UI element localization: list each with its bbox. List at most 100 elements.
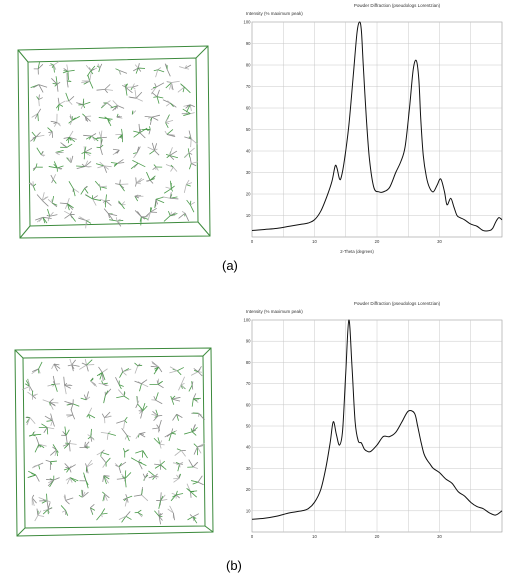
molecule-cluster — [135, 432, 146, 440]
molecule-cluster — [65, 477, 79, 485]
x-tick-label: 0 — [251, 534, 254, 539]
molecule-cluster — [31, 494, 37, 506]
molecule-cluster — [165, 114, 174, 129]
molecule-cluster — [164, 129, 176, 138]
chart-title: Powder Diffraction (pseudologs Lorentzia… — [354, 3, 441, 8]
molecule-cluster — [116, 470, 132, 488]
molecule-cluster — [66, 155, 74, 164]
molecule-cluster — [63, 376, 73, 395]
molecule-cluster — [154, 459, 167, 470]
molecule-cluster — [85, 459, 93, 474]
y-tick-label: 60 — [246, 402, 251, 407]
y-tick-label: 40 — [246, 149, 251, 154]
molecule-cluster — [83, 133, 99, 142]
molecule-cluster — [181, 108, 195, 116]
molecule-cluster — [66, 72, 72, 88]
molecule-cluster — [80, 391, 91, 401]
molecule-cluster — [25, 416, 36, 426]
molecule-cluster — [191, 412, 205, 421]
molecule-cluster — [151, 392, 163, 405]
molecule-cluster — [96, 449, 110, 457]
molecule-cluster — [95, 130, 107, 145]
molecule-cluster — [188, 381, 194, 392]
molecule-cluster — [118, 511, 132, 523]
molecule-cluster — [170, 395, 181, 405]
figure-b: Powder Diffraction (pseudologs Lorentzia… — [0, 290, 519, 580]
y-tick-label: 60 — [246, 106, 251, 111]
molecule-cluster — [89, 504, 96, 515]
molecule-cluster — [162, 99, 177, 108]
molecule-cluster — [27, 470, 40, 482]
y-tick-label: 30 — [246, 170, 251, 175]
molecule-cluster — [48, 161, 64, 172]
molecule-cluster — [95, 161, 112, 173]
molecule-cluster — [183, 179, 193, 193]
molecule-cluster — [50, 174, 57, 184]
x-tick-label: 20 — [375, 534, 380, 539]
molecule-cluster — [183, 104, 195, 113]
molecule-cluster — [96, 508, 108, 521]
molecule-cluster — [135, 177, 145, 187]
molecule-cluster — [64, 210, 76, 222]
molecule-cluster — [51, 363, 61, 372]
molecule-cluster — [80, 185, 89, 195]
molecule-cluster — [165, 164, 178, 172]
molecules-b — [21, 358, 205, 525]
y-axis-label: Intensity (% maximum peak) — [246, 309, 303, 314]
molecule-cluster — [142, 472, 149, 482]
molecule-cluster — [61, 426, 70, 444]
molecule-cluster — [172, 413, 183, 421]
caption-b: (b) — [226, 558, 242, 573]
molecule-cluster — [191, 475, 204, 486]
molecule-cluster — [63, 463, 76, 473]
molecule-cluster — [60, 142, 73, 148]
molecule-cluster — [86, 407, 96, 419]
molecule-cluster — [152, 164, 163, 171]
molecule-cluster — [31, 462, 44, 470]
molecule-cluster — [110, 100, 125, 111]
molecule-cluster — [147, 142, 160, 156]
molecule-cluster — [130, 160, 146, 170]
molecule-cluster — [90, 377, 98, 387]
molecule-cluster — [178, 376, 186, 391]
molecule-cluster — [96, 139, 104, 155]
molecular-box-image-a — [17, 45, 211, 239]
molecule-cluster — [115, 377, 124, 390]
molecule-cluster — [34, 508, 45, 522]
molecule-cluster — [87, 428, 95, 442]
y-tick-label: 70 — [246, 381, 251, 386]
molecule-cluster — [81, 146, 93, 160]
molecule-cluster — [67, 358, 80, 372]
molecule-cluster — [165, 80, 180, 91]
molecule-cluster — [126, 83, 139, 91]
molecule-cluster — [101, 411, 112, 424]
molecule-cluster — [193, 443, 205, 456]
molecule-cluster — [98, 380, 109, 387]
molecule-cluster — [100, 456, 111, 468]
molecule-cluster — [116, 389, 130, 400]
molecule-cluster — [156, 492, 168, 509]
molecule-cluster — [27, 390, 38, 400]
molecule-cluster — [187, 459, 199, 469]
y-tick-label: 10 — [246, 508, 251, 513]
diffraction-series-line — [251, 319, 503, 520]
x-tick-label: 30 — [437, 534, 442, 539]
molecule-cluster — [36, 94, 43, 107]
molecule-cluster — [186, 483, 198, 498]
molecule-cluster — [60, 505, 69, 516]
molecule-cluster — [100, 430, 116, 440]
chart-title: Powder Diffraction (pseudologs Lorentzia… — [354, 301, 441, 306]
molecule-cluster — [98, 116, 113, 127]
y-tick-label: 20 — [246, 487, 251, 492]
molecule-cluster — [30, 84, 48, 93]
y-tick-label: 40 — [246, 445, 251, 450]
molecule-cluster — [79, 441, 90, 449]
x-axis-label: 2-Theta (degrees) — [340, 249, 374, 254]
diffraction-series-line — [251, 21, 503, 232]
molecule-cluster — [63, 130, 77, 144]
y-tick-label: 70 — [246, 84, 251, 89]
molecule-cluster — [178, 211, 190, 222]
molecule-cluster — [110, 159, 125, 167]
molecule-cluster — [150, 361, 163, 375]
molecule-cluster — [36, 192, 49, 207]
